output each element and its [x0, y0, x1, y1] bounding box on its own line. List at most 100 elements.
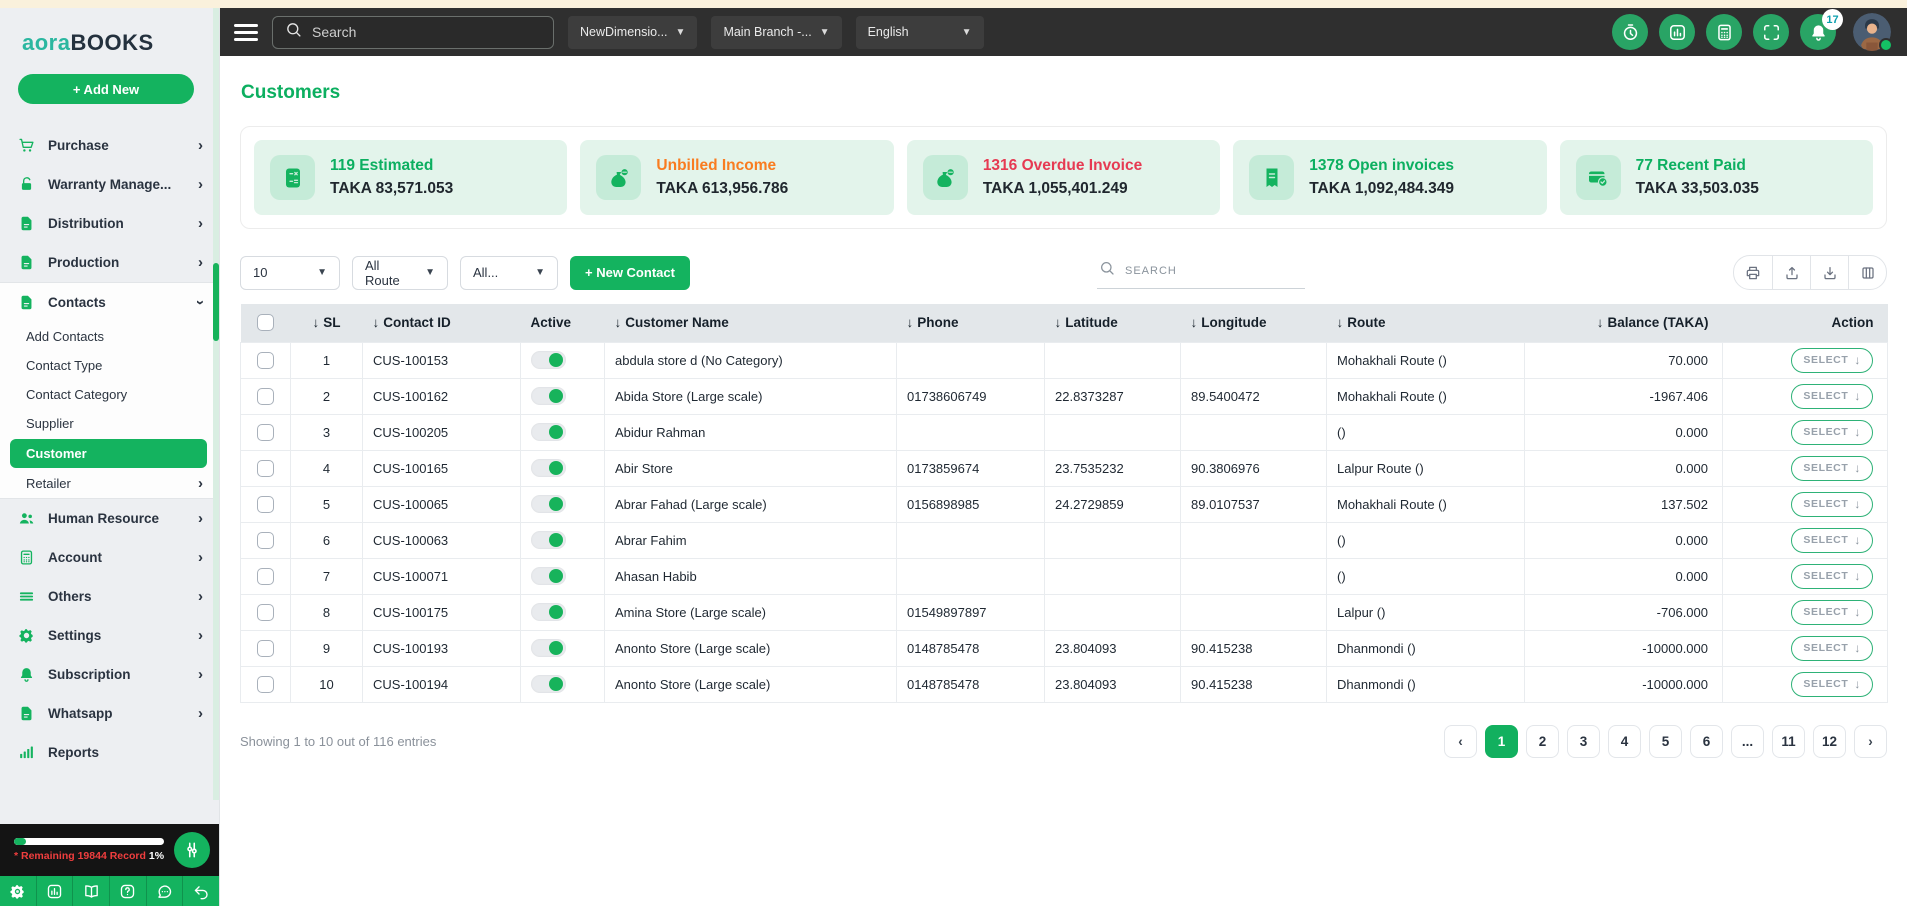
sidebar-subitem-contact-category[interactable]: Contact Category: [0, 380, 219, 409]
sidebar-subitem-contact-type[interactable]: Contact Type: [0, 351, 219, 380]
page-size-select[interactable]: 10 ▼: [240, 255, 340, 290]
page-button-12[interactable]: 12: [1812, 724, 1846, 758]
active-toggle[interactable]: [531, 351, 566, 369]
table-search-input[interactable]: [1125, 264, 1303, 277]
page-button-5[interactable]: 5: [1648, 724, 1682, 758]
select-action-button[interactable]: SELECT ↓: [1791, 455, 1873, 481]
filters-button[interactable]: [174, 832, 211, 868]
row-checkbox[interactable]: [257, 603, 274, 621]
column-header-route[interactable]: ↓ Route: [1326, 304, 1525, 342]
printer-button[interactable]: [1734, 256, 1772, 289]
table-search[interactable]: [1097, 256, 1305, 289]
sidebar-item-production[interactable]: Production ›: [0, 243, 219, 282]
select-action-button[interactable]: SELECT ↓: [1791, 563, 1873, 589]
sidebar-subitem-add-contacts[interactable]: Add Contacts: [0, 322, 219, 351]
active-toggle[interactable]: [531, 675, 566, 693]
row-checkbox[interactable]: [257, 675, 274, 693]
sidebar-item-contacts[interactable]: Contacts ›: [0, 283, 219, 322]
row-checkbox[interactable]: [257, 567, 274, 585]
page-ellipsis[interactable]: ...: [1730, 724, 1764, 758]
sidebar-subitem-supplier[interactable]: Supplier: [0, 409, 219, 438]
column-header-phone[interactable]: ↓ Phone: [896, 304, 1045, 342]
next-page-button[interactable]: ›: [1854, 724, 1887, 758]
row-checkbox[interactable]: [257, 387, 274, 405]
column-header-contact-id[interactable]: ↓ Contact ID: [362, 304, 521, 342]
sidebar-item-settings[interactable]: Settings ›: [0, 616, 219, 655]
sidebar-subitem-customer[interactable]: Customer: [10, 439, 207, 468]
sidebar-item-warranty-manage[interactable]: Warranty Manage... ›: [0, 165, 219, 204]
app-logo[interactable]: aoraBOOKS: [0, 8, 219, 62]
select-action-button[interactable]: SELECT ↓: [1791, 527, 1873, 553]
sidebar-item-purchase[interactable]: Purchase ›: [0, 126, 219, 165]
row-checkbox[interactable]: [257, 531, 274, 549]
scan-button[interactable]: [1753, 14, 1789, 50]
select-all-checkbox-header[interactable]: [240, 304, 291, 342]
page-button-6[interactable]: 6: [1689, 724, 1723, 758]
active-toggle[interactable]: [531, 567, 566, 585]
language-dropdown[interactable]: English ▼: [855, 15, 984, 49]
row-checkbox[interactable]: [257, 495, 274, 513]
select-action-button[interactable]: SELECT ↓: [1791, 671, 1873, 697]
global-search[interactable]: [272, 15, 554, 49]
menu-toggle-icon[interactable]: [234, 23, 258, 41]
bell-button[interactable]: 17: [1800, 9, 1843, 50]
sidebar-item-whatsapp[interactable]: Whatsapp ›: [0, 694, 219, 733]
sidebar-item-distribution[interactable]: Distribution ›: [0, 204, 219, 243]
timer-button[interactable]: [1612, 14, 1648, 50]
sidebar-scrollbar-thumb[interactable]: [213, 263, 219, 341]
bar-chart-footer-button[interactable]: [35, 876, 73, 906]
sidebar-item-others[interactable]: Others ›: [0, 577, 219, 616]
column-header-customer-name[interactable]: ↓ Customer Name: [604, 304, 897, 342]
page-button-3[interactable]: 3: [1566, 724, 1600, 758]
select-all-checkbox[interactable]: [257, 314, 274, 332]
page-button-2[interactable]: 2: [1525, 724, 1559, 758]
active-toggle[interactable]: [531, 603, 566, 621]
row-checkbox[interactable]: [257, 351, 274, 369]
select-action-button[interactable]: SELECT ↓: [1791, 635, 1873, 661]
column-header-balance-taka[interactable]: ↓ Balance (TAKA): [1524, 304, 1723, 342]
undo-footer-button[interactable]: [182, 876, 219, 906]
download-button[interactable]: [1810, 256, 1848, 289]
column-header-sl[interactable]: ↓ SL: [290, 304, 363, 342]
route-filter-select[interactable]: All Route ▼: [352, 255, 448, 290]
select-action-button[interactable]: SELECT ↓: [1791, 419, 1873, 445]
sidebar-item-human-resource[interactable]: Human Resource ›: [0, 499, 219, 538]
company-dropdown[interactable]: NewDimensio... ▼: [568, 15, 698, 49]
chat-footer-button[interactable]: [145, 876, 183, 906]
branch-dropdown[interactable]: Main Branch -... ▼: [711, 15, 842, 49]
sidebar-item-subscription[interactable]: Subscription ›: [0, 655, 219, 694]
calculator-button[interactable]: [1706, 14, 1742, 50]
row-checkbox[interactable]: [257, 639, 274, 657]
row-checkbox[interactable]: [257, 423, 274, 441]
export-button[interactable]: [1772, 256, 1810, 289]
active-toggle[interactable]: [531, 423, 566, 441]
page-button-4[interactable]: 4: [1607, 724, 1641, 758]
page-button-11[interactable]: 11: [1771, 724, 1805, 758]
user-avatar[interactable]: [1853, 13, 1893, 52]
row-checkbox[interactable]: [257, 459, 274, 477]
prev-page-button[interactable]: ‹: [1443, 724, 1477, 758]
book-footer-button[interactable]: [72, 876, 109, 906]
select-action-button[interactable]: SELECT ↓: [1791, 347, 1873, 373]
sidebar-subitem-retailer[interactable]: Retailer ›: [0, 469, 219, 498]
column-header-longitude[interactable]: ↓ Longitude: [1180, 304, 1327, 342]
help-footer-button[interactable]: [109, 876, 146, 906]
select-action-button[interactable]: SELECT ↓: [1791, 491, 1873, 517]
sidebar-item-account[interactable]: Account ›: [0, 538, 219, 577]
column-header-latitude[interactable]: ↓ Latitude: [1044, 304, 1181, 342]
sidebar-item-reports[interactable]: Reports: [0, 733, 219, 772]
global-search-input[interactable]: [312, 24, 541, 40]
add-new-button[interactable]: + Add New: [18, 74, 194, 104]
columns-button[interactable]: [1848, 256, 1886, 289]
page-button-1[interactable]: 1: [1484, 724, 1518, 758]
category-filter-select[interactable]: All... ▼: [460, 255, 558, 290]
select-action-button[interactable]: SELECT ↓: [1791, 599, 1873, 625]
gear-footer-button[interactable]: [0, 876, 36, 906]
active-toggle[interactable]: [531, 459, 566, 477]
active-toggle[interactable]: [531, 387, 566, 405]
select-action-button[interactable]: SELECT ↓: [1791, 383, 1873, 409]
active-toggle[interactable]: [531, 531, 566, 549]
active-toggle[interactable]: [531, 639, 566, 657]
active-toggle[interactable]: [531, 495, 566, 513]
new-contact-button[interactable]: + New Contact: [570, 255, 690, 290]
